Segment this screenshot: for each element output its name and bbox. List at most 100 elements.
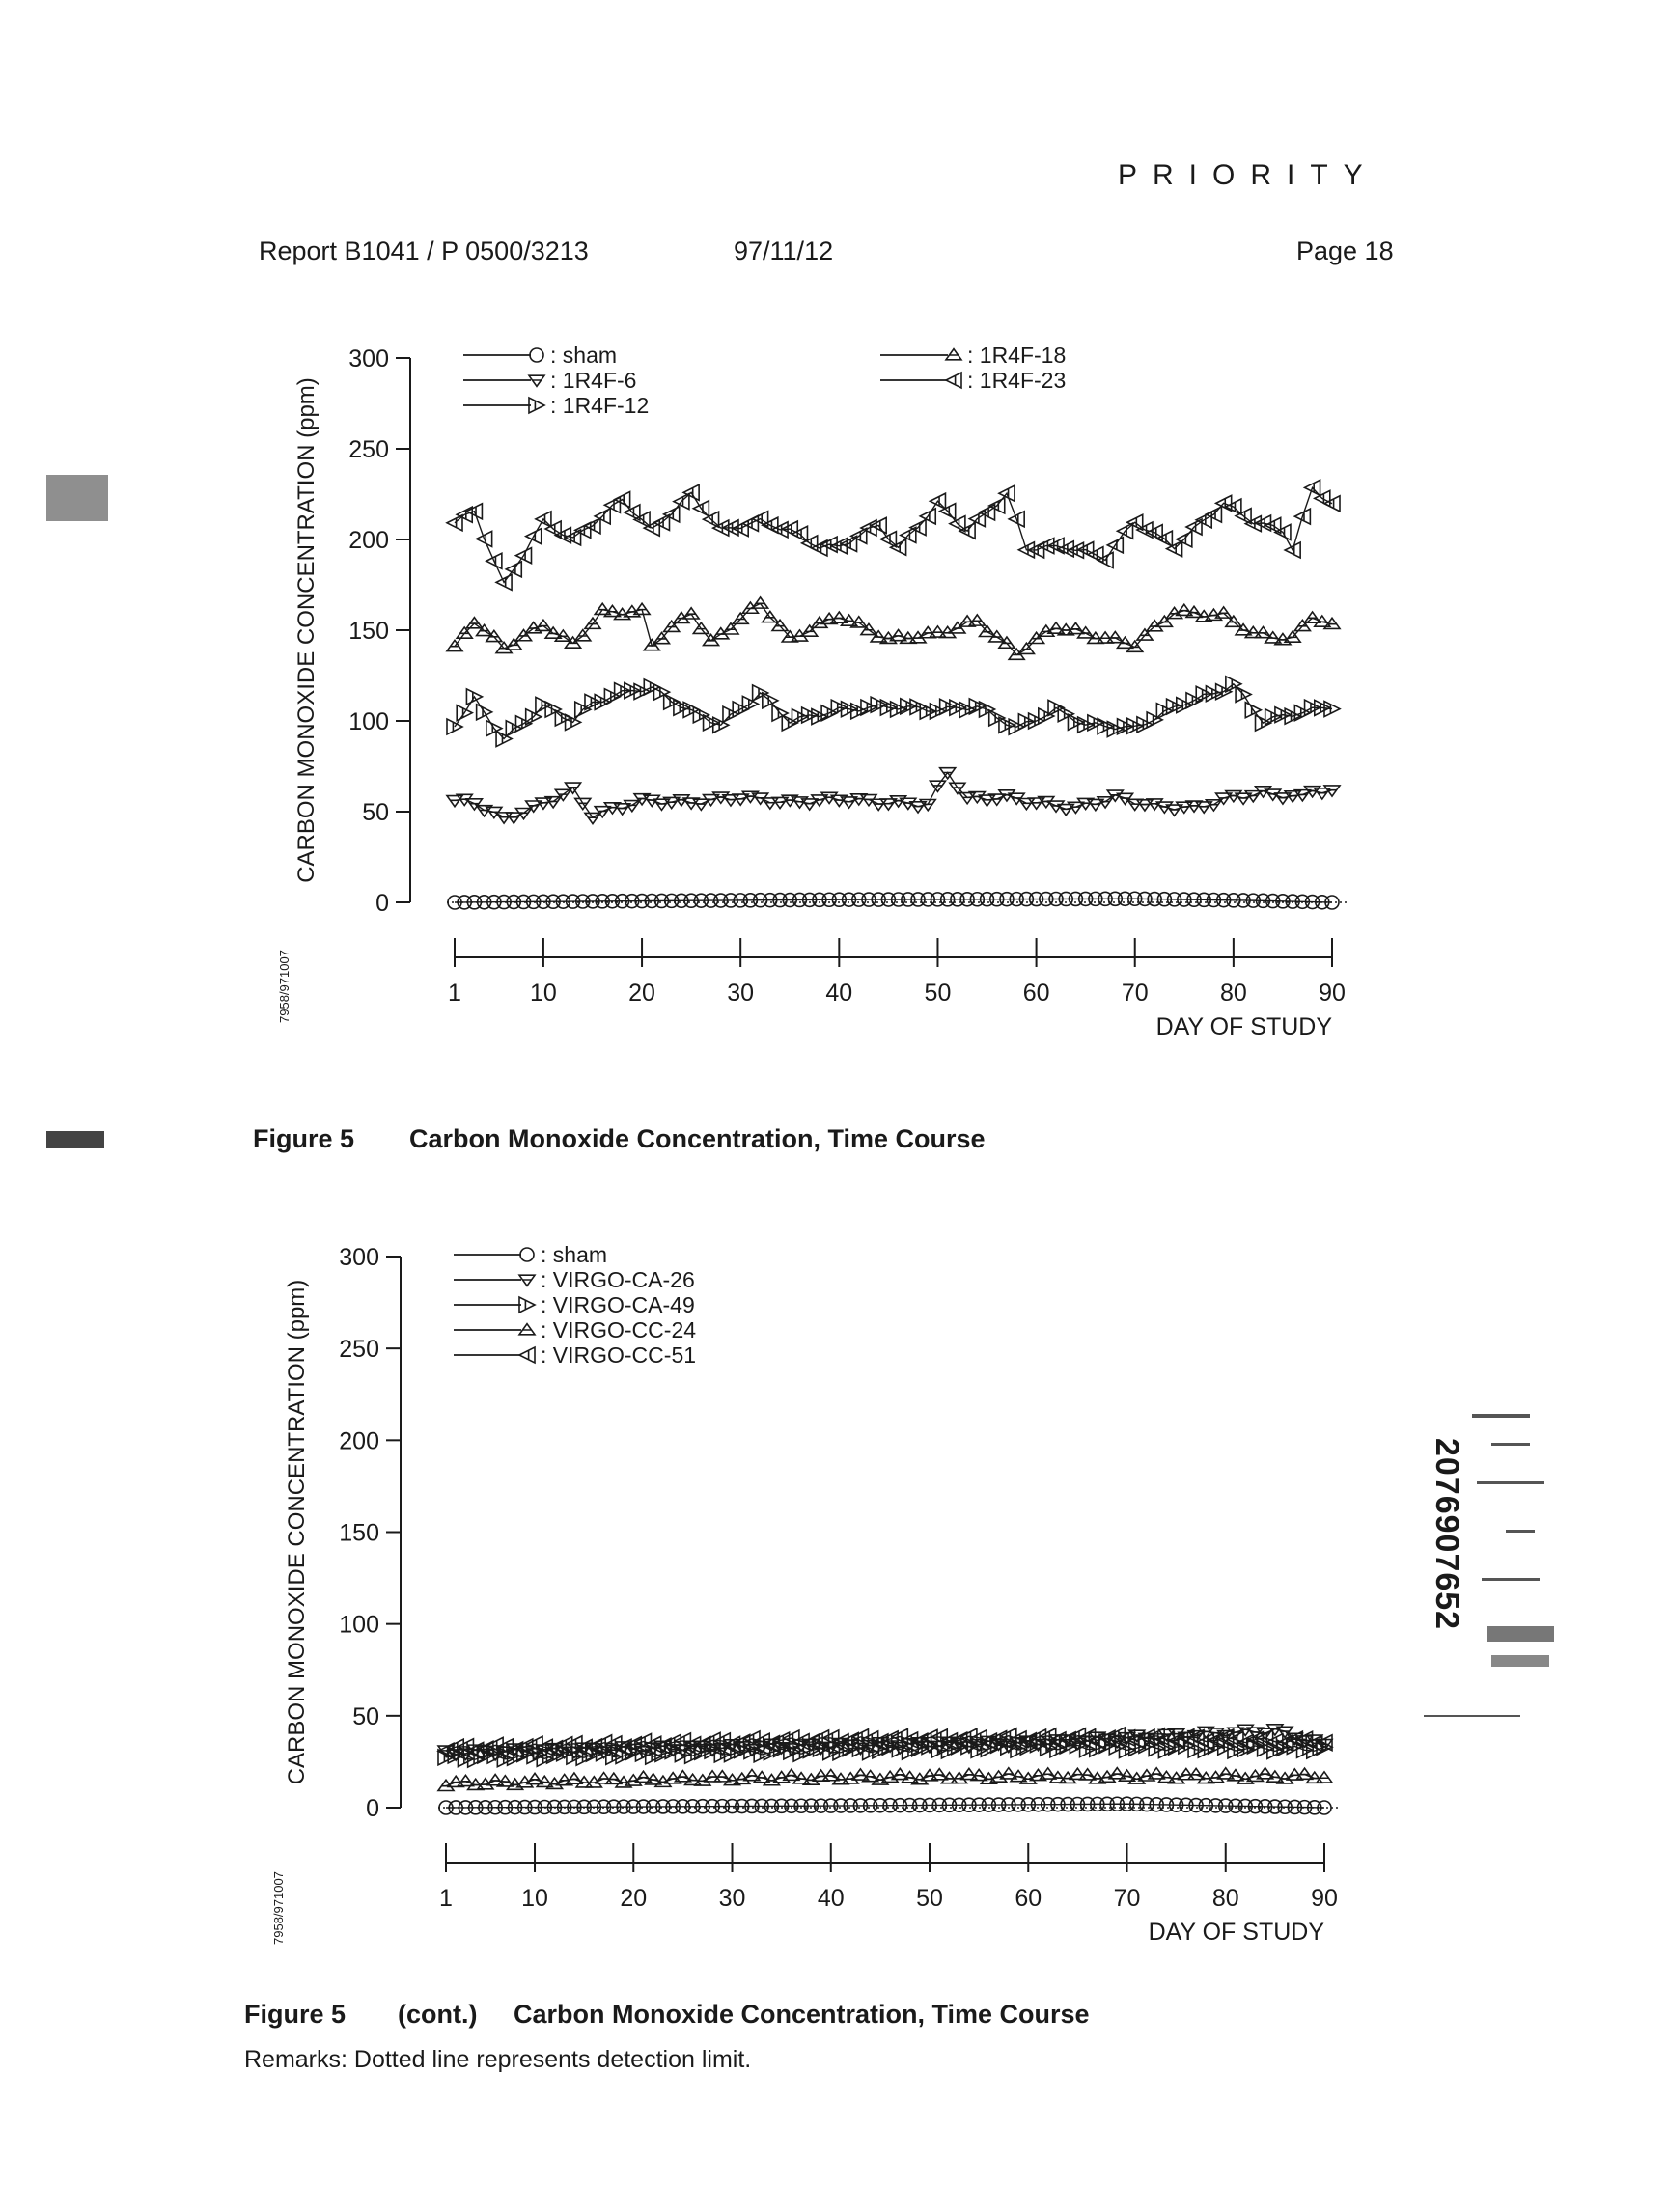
data-point (820, 611, 839, 625)
x-tick-label: 60 (1015, 1885, 1042, 1912)
data-point (554, 708, 573, 728)
data-point (497, 1799, 514, 1815)
figure2-title: Carbon Monoxide Concentration, Time Cour… (514, 2000, 1090, 2029)
data-point (849, 792, 869, 807)
data-point (792, 892, 808, 908)
data-point (1185, 691, 1204, 710)
data-point (1027, 797, 1046, 811)
data-point (565, 894, 581, 909)
data-point (1020, 1797, 1037, 1812)
data-point (1323, 700, 1342, 718)
data-point (1050, 1796, 1066, 1812)
data-point (1048, 891, 1064, 907)
data-point (438, 1800, 454, 1815)
data-point (683, 1746, 703, 1765)
legend-marker (944, 371, 962, 390)
data-point (643, 1735, 662, 1754)
data-point (1226, 1768, 1245, 1782)
data-point (652, 798, 672, 812)
data-point (873, 1797, 888, 1813)
data-point (524, 707, 543, 727)
data-point (948, 782, 967, 795)
legend-label: : sham (550, 343, 617, 368)
priority-stamp: PRIORITY (1118, 159, 1378, 191)
data-point (546, 1799, 563, 1815)
data-point (1126, 798, 1145, 812)
data-point (1186, 892, 1202, 907)
data-point (673, 698, 691, 717)
data-point (691, 621, 710, 635)
data-point (1076, 625, 1096, 639)
data-point (741, 695, 761, 713)
series-line (454, 771, 1333, 819)
data-point (772, 892, 788, 908)
data-point (1296, 1799, 1313, 1815)
data-point (537, 1799, 553, 1815)
legend-label: : 1R4F-18 (967, 343, 1066, 368)
data-point (1040, 1796, 1056, 1812)
data-point (848, 527, 868, 545)
data-point (782, 1767, 801, 1782)
data-point (1116, 717, 1135, 736)
data-point (1079, 1796, 1096, 1812)
data-point (645, 1799, 661, 1814)
remarks-text: Remarks: Dotted line represents detectio… (244, 2046, 752, 2073)
data-point (839, 613, 859, 627)
data-point (1177, 1728, 1195, 1747)
data-point (701, 510, 720, 529)
series-1R4F-6 (445, 766, 1342, 825)
data-point (939, 1771, 959, 1784)
data-point (1234, 792, 1253, 806)
data-point (1166, 1731, 1185, 1750)
y-tick-label: 300 (339, 1244, 379, 1271)
data-point (1026, 540, 1045, 560)
data-point (1205, 684, 1224, 704)
data-point (486, 894, 502, 910)
data-point (506, 894, 522, 910)
data-point (662, 692, 681, 711)
data-point (869, 629, 888, 643)
x-tick-label: 80 (1220, 980, 1247, 1007)
data-point (999, 1766, 1018, 1780)
data-point (1224, 614, 1243, 628)
data-point (1265, 893, 1281, 909)
data-point (1145, 523, 1163, 542)
data-point (536, 1750, 555, 1768)
data-point (1235, 685, 1253, 704)
report-date: 97/11/12 (734, 236, 834, 265)
x-tick-label: 50 (925, 980, 952, 1007)
report-number: Report B1041 / P 0500/3213 (259, 236, 589, 265)
data-point (1165, 606, 1184, 620)
data-point (1056, 622, 1075, 636)
data-point (1107, 891, 1124, 907)
data-point (642, 638, 661, 651)
x-tick-label: 90 (1311, 1885, 1338, 1912)
data-point (1016, 641, 1036, 655)
data-point (595, 894, 611, 909)
data-point (701, 633, 721, 647)
data-point (930, 1728, 949, 1747)
data-point (1243, 514, 1263, 533)
data-point (849, 702, 869, 721)
data-point (613, 681, 632, 701)
data-point (626, 1799, 642, 1814)
data-point (446, 717, 464, 736)
data-point (880, 1740, 900, 1754)
data-point (878, 530, 898, 548)
data-point (721, 622, 740, 635)
data-point (712, 893, 729, 908)
data-point (573, 700, 593, 719)
data-point (712, 1769, 732, 1783)
legend-label: : 1R4F-23 (967, 368, 1066, 393)
data-point (466, 895, 483, 910)
data-point (763, 892, 778, 908)
data-point (1256, 1766, 1275, 1780)
data-point (458, 1800, 474, 1815)
data-point (750, 510, 769, 528)
data-point (1313, 699, 1332, 717)
data-point (681, 606, 701, 620)
data-point (583, 616, 602, 630)
data-point (1149, 1796, 1164, 1812)
x-tick-label: 30 (719, 1885, 746, 1912)
data-point (476, 894, 492, 910)
